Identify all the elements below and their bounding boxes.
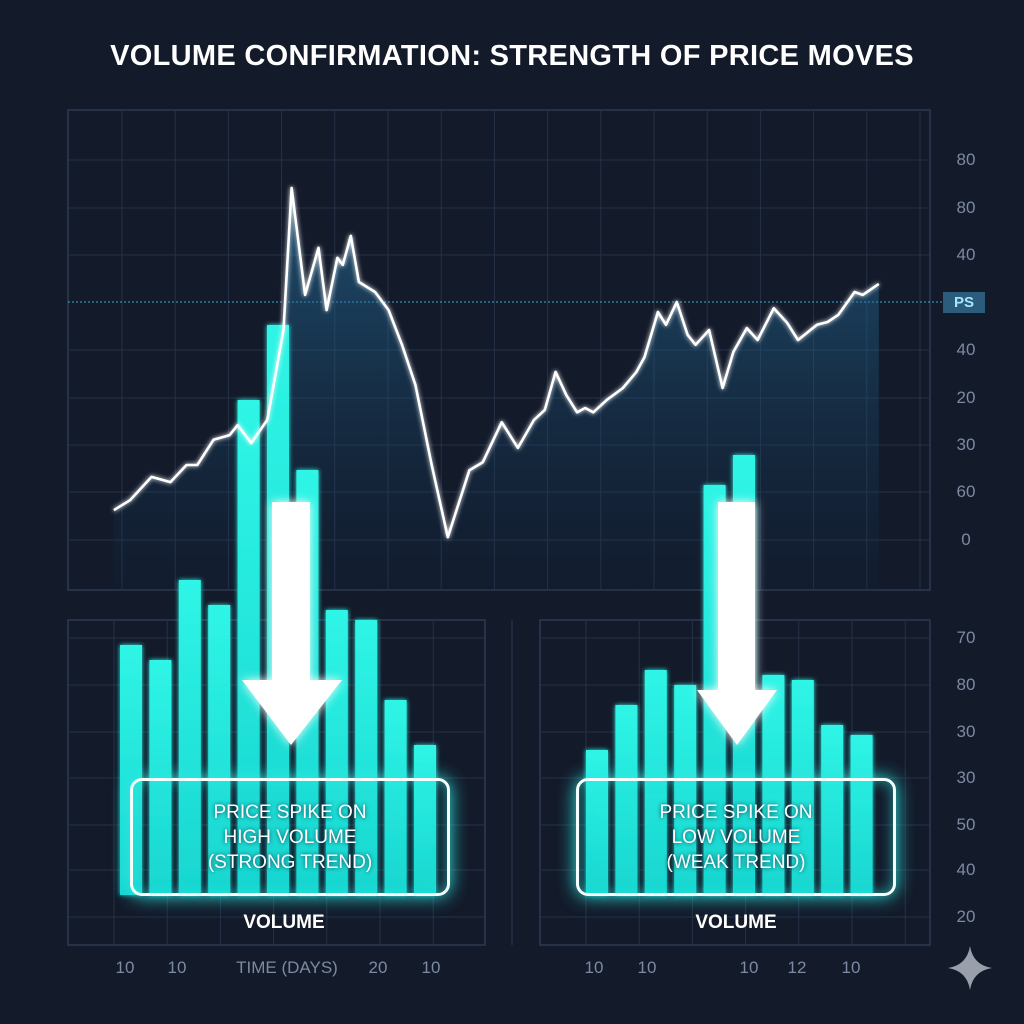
price-tick-label: 40 bbox=[956, 245, 976, 264]
price-marker-label: PS bbox=[943, 292, 985, 313]
volume-bar bbox=[178, 580, 201, 895]
price-tick-label: 40 bbox=[956, 340, 976, 359]
volume-tick-label: 20 bbox=[956, 907, 976, 926]
price-tick-label: 0 bbox=[961, 530, 971, 549]
x-tick-label: 10 bbox=[841, 958, 861, 977]
volume-bar bbox=[149, 660, 172, 895]
x-tick-label: 10 bbox=[115, 958, 135, 977]
volume-bar bbox=[821, 725, 844, 895]
volume-bar bbox=[674, 685, 697, 895]
annotation-line: PRICE SPIKE ON bbox=[659, 801, 813, 823]
annotation-line: PRICE SPIKE ON bbox=[213, 801, 367, 823]
volume-tick-label: 30 bbox=[956, 722, 976, 741]
down-arrow-left bbox=[242, 502, 342, 745]
price-tick-label: 80 bbox=[956, 150, 976, 169]
volume-bar bbox=[644, 670, 667, 895]
x-tick-label: 10 bbox=[421, 958, 441, 977]
x-tick-label: 10 bbox=[584, 958, 604, 977]
arrows bbox=[242, 502, 777, 745]
x-tick-label: 10 bbox=[637, 958, 657, 977]
annotation-line: LOW VOLUME bbox=[671, 826, 801, 848]
volume-label-right: VOLUME bbox=[695, 912, 777, 933]
x-tick-label: 20 bbox=[368, 958, 388, 977]
annotation-strong-trend: PRICE SPIKE ON HIGH VOLUME (STRONG TREND… bbox=[130, 778, 450, 896]
price-tick-label: 60 bbox=[956, 482, 976, 501]
volume-bar bbox=[414, 745, 436, 895]
volume-tick-label: 50 bbox=[956, 815, 976, 834]
volume-bar bbox=[850, 735, 873, 895]
volume-bar bbox=[208, 605, 231, 895]
annotation-line: (WEAK TREND) bbox=[666, 851, 806, 873]
volume-bar bbox=[762, 675, 785, 895]
price-line bbox=[113, 186, 880, 539]
annotation-line: HIGH VOLUME bbox=[223, 826, 357, 848]
chart-title: VOLUME CONFIRMATION: STRENGTH OF PRICE M… bbox=[110, 40, 914, 72]
volume-bar bbox=[120, 645, 142, 895]
volume-bar bbox=[615, 705, 638, 895]
x-tick-label: 10 bbox=[167, 958, 187, 977]
volume-bar bbox=[586, 750, 608, 895]
x-tick-label: TIME (DAYS) bbox=[236, 958, 338, 977]
volume-bar bbox=[237, 400, 260, 895]
volume-tick-label: 30 bbox=[956, 768, 976, 787]
volume-bar bbox=[791, 680, 814, 895]
volume-tick-label: 70 bbox=[956, 628, 976, 647]
annotation-weak-trend: PRICE SPIKE ON LOW VOLUME (WEAK TREND) bbox=[576, 778, 896, 896]
volume-bar bbox=[384, 700, 407, 895]
price-tick-label: 80 bbox=[956, 198, 976, 217]
annotation-line: (STRONG TREND) bbox=[207, 851, 373, 873]
volume-label-left: VOLUME bbox=[243, 912, 325, 933]
x-tick-label: 10 bbox=[739, 958, 759, 977]
volume-bar bbox=[355, 620, 378, 895]
volume-tick-label: 40 bbox=[956, 860, 976, 879]
price-tick-label: 30 bbox=[956, 435, 976, 454]
x-tick-label: 12 bbox=[787, 958, 807, 977]
down-arrow-right bbox=[697, 502, 777, 745]
price-tick-label: 20 bbox=[956, 388, 976, 407]
volume-tick-label: 80 bbox=[956, 675, 976, 694]
